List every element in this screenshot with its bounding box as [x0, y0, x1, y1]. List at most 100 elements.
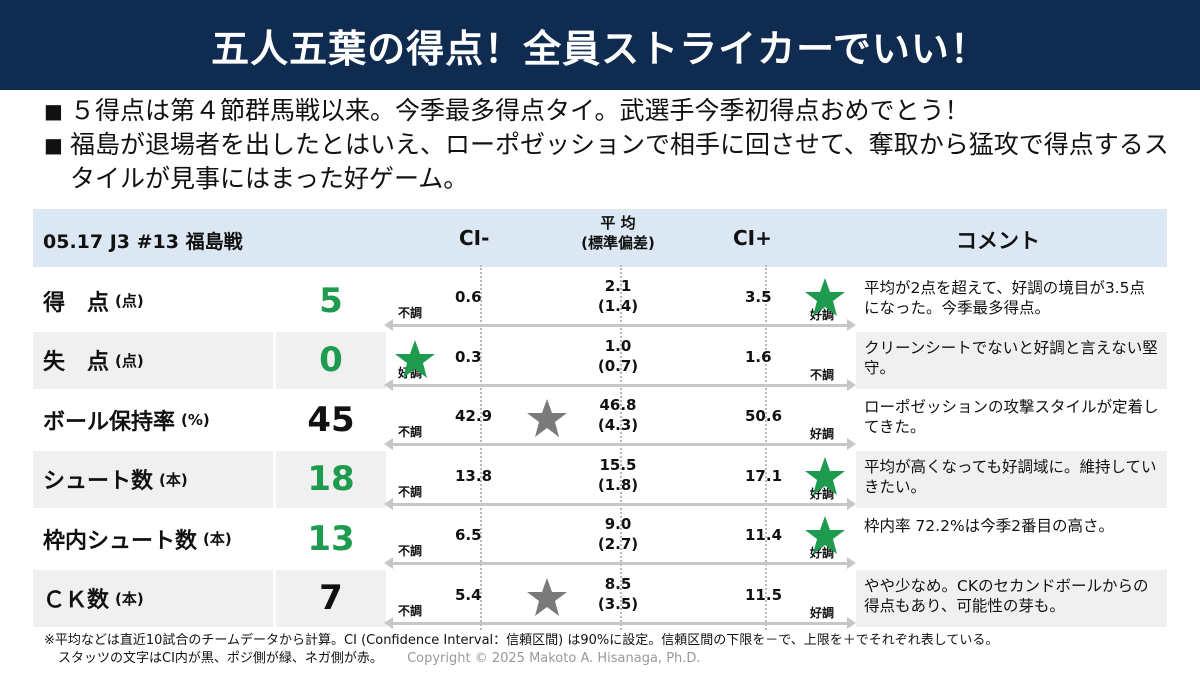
right-zone-label: 好調	[810, 605, 835, 620]
ci-plus-value: 50.6	[745, 407, 783, 425]
bullet-item: ■ 福島が退場者を出したとはいえ、ローポゼッションで相手に回させて、奪取から猛攻…	[44, 128, 1174, 196]
ci-plus-value: 1.6	[745, 347, 772, 366]
stat-value: 18	[276, 450, 386, 508]
stat-comment: 平均が高くなっても好調域に。維持していきたい。	[856, 450, 1167, 508]
average-header-line2: (標準偏差)	[581, 234, 655, 252]
left-zone-label: 不調	[398, 306, 423, 320]
star-icon	[527, 399, 567, 437]
footnote: ※平均などは直近10試合のチームデータから計算。CI (Confidence I…	[44, 632, 1184, 668]
stat-label: ＣＫ数 (本)	[33, 569, 273, 627]
stat-label: 得 点 (点)	[33, 272, 273, 329]
left-zone-label: 不調	[398, 484, 423, 499]
stats-table-header: 05.17 J3 #13 福島戦 CI- 平 均 (標準偏差) CI+ コメント	[33, 209, 1167, 267]
stat-unit: (本)	[159, 470, 188, 489]
footnote-line-1: ※平均などは直近10試合のチームデータから計算。CI (Confidence I…	[44, 633, 999, 648]
average-header-line1: 平 均	[600, 214, 636, 232]
average-value: 1.0 (0.7)	[578, 336, 658, 376]
guide-line	[765, 265, 767, 630]
guide-line	[480, 265, 482, 630]
average-mean: 9.0	[604, 515, 632, 533]
average-mean: 46.8	[599, 396, 637, 414]
average-mean: 15.5	[599, 455, 637, 474]
average-value: 9.0 (2.7)	[578, 514, 658, 554]
right-zone-label: 好調	[810, 427, 835, 441]
range-axis	[384, 319, 856, 331]
ci-minus-value: 0.3	[455, 347, 482, 366]
stat-name: 枠内シュート数	[43, 528, 198, 554]
average-sd: (1.8)	[597, 475, 639, 494]
ci-plus-value: 11.4	[745, 526, 783, 544]
bullet-item: ■ ５得点は第４節群馬戦以来。今季最多得点タイ。武選手今季初得点おめでとう！	[44, 94, 1174, 128]
bullet-square-icon: ■	[44, 99, 63, 123]
match-title: 05.17 J3 #13 福島戦	[43, 231, 243, 253]
stat-unit: (本)	[115, 589, 144, 608]
average-sd: (3.5)	[597, 594, 639, 613]
stat-name: ボール保持率	[43, 409, 176, 435]
average-header: 平 均 (標準偏差)	[553, 213, 683, 253]
ci-minus-value: 6.5	[455, 526, 482, 544]
range-axis	[384, 497, 856, 510]
stat-comment: クリーンシートでないと好調と言えない堅守。	[856, 331, 1167, 389]
average-value: 15.5 (1.8)	[578, 455, 658, 495]
star-icon	[805, 516, 845, 554]
average-mean: 1.0	[604, 336, 632, 355]
range-axis	[384, 438, 856, 450]
bullet-text: 福島が退場者を出したとはいえ、ローポゼッションで相手に回させて、奪取から猛攻で得…	[70, 130, 1169, 193]
stat-unit: (点)	[115, 292, 144, 310]
left-zone-label: 不調	[398, 544, 423, 558]
guide-line	[620, 265, 622, 630]
summary-bullets: ■ ５得点は第４節群馬戦以来。今季最多得点タイ。武選手今季初得点おめでとう！ ■…	[44, 94, 1174, 196]
average-sd: (0.7)	[597, 356, 639, 375]
ci-minus-header: CI-	[459, 226, 490, 250]
left-zone-label: 不調	[398, 425, 423, 439]
stat-label: 失 点 (点)	[33, 331, 273, 389]
footnote-line-2: スタッツの文字はCI内が黒、ポジ側が緑、ネガ側が赤。	[58, 651, 383, 666]
range-axis	[384, 378, 856, 391]
left-zone-label: 不調	[398, 603, 423, 618]
stat-comment: やや少なめ。CKのセカンドボールからの得点もあり、可能性の芽も。	[856, 569, 1167, 627]
average-value: 46.8 (4.3)	[578, 395, 658, 435]
right-zone-label: 不調	[810, 367, 835, 382]
stat-name: ＣＫ数	[43, 588, 110, 613]
stat-unit: (%)	[181, 410, 210, 429]
stat-comment: ローポゼッションの攻撃スタイルが定着してきた。	[864, 398, 1159, 436]
ci-minus-value: 42.9	[455, 407, 493, 425]
range-axis	[384, 557, 856, 569]
ci-minus-value: 0.6	[455, 288, 482, 306]
stat-comment: 平均が2点を超えて、好調の境目が3.5点になった。今季最多得点。	[864, 279, 1145, 317]
ci-minus-value: 13.8	[455, 466, 493, 485]
stat-value: 45	[307, 399, 355, 440]
average-mean: 2.1	[604, 277, 632, 295]
range-axis	[384, 616, 856, 629]
stat-value: 0	[276, 331, 386, 389]
average-sd: (4.3)	[597, 416, 639, 434]
star-icon	[805, 278, 845, 316]
star-icon	[527, 577, 567, 616]
average-mean: 8.5	[604, 574, 632, 593]
comment-header: コメント	[956, 229, 1040, 253]
ci-plus-value: 3.5	[745, 288, 772, 306]
stat-comment: 枠内率 72.2%は今季2番目の高さ。	[864, 517, 1115, 535]
average-sd: (1.4)	[597, 297, 639, 315]
stat-value: 7	[276, 569, 386, 627]
star-icon	[805, 456, 845, 495]
bullet-text: ５得点は第４節群馬戦以来。今季最多得点タイ。武選手今季初得点おめでとう！	[70, 96, 970, 125]
ci-plus-value: 17.1	[745, 466, 783, 485]
stat-label: ボール保持率 (%)	[33, 391, 273, 448]
page-title: 五人五葉の得点！全員ストライカーでいい！	[211, 26, 989, 71]
stat-label: シュート数 (本)	[33, 450, 273, 508]
stat-label: 枠内シュート数 (本)	[33, 510, 273, 567]
bullet-square-icon: ■	[44, 133, 63, 157]
copyright-text: Copyright © 2025 Makoto A. Hisanaga, Ph.…	[407, 651, 701, 666]
stat-unit: (本)	[203, 530, 232, 548]
stat-name: 失 点	[43, 350, 110, 375]
title-banner: 五人五葉の得点！全員ストライカーでいい！	[0, 0, 1200, 90]
stat-unit: (点)	[115, 351, 144, 370]
average-value: 8.5 (3.5)	[578, 574, 658, 614]
star-icon	[395, 339, 435, 378]
ci-plus-value: 11.5	[745, 585, 783, 604]
ci-minus-value: 5.4	[455, 585, 482, 604]
average-sd: (2.7)	[597, 535, 639, 553]
average-value: 2.1 (1.4)	[578, 276, 658, 316]
ci-plus-header: CI+	[733, 226, 772, 250]
